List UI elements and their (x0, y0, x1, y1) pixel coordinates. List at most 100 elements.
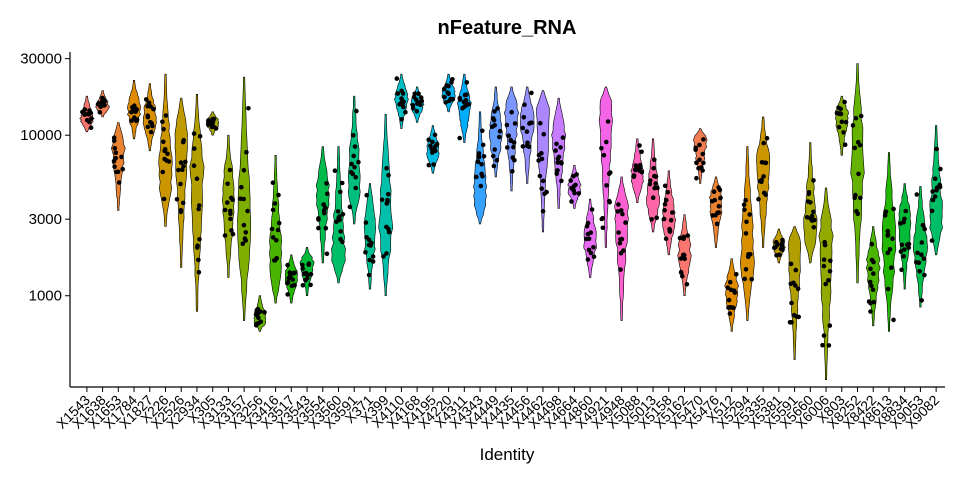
violin-X3133 (221, 134, 235, 278)
point-X4948 (615, 209, 621, 214)
point-X226 (160, 119, 165, 125)
point-X2934 (195, 245, 200, 250)
point-X3157 (242, 236, 248, 241)
point-X5158 (667, 229, 673, 234)
violin-X4343 (473, 111, 487, 225)
point-X6006 (823, 281, 828, 287)
point-X5591 (788, 261, 794, 267)
point-X512 (734, 272, 739, 277)
point-X3157 (241, 196, 246, 202)
point-X5470 (696, 165, 701, 171)
point-X4168 (419, 98, 425, 104)
point-X8613 (885, 228, 891, 234)
point-X4948 (618, 237, 623, 242)
point-X8252 (858, 195, 863, 201)
point-X371 (364, 235, 369, 240)
point-X3554 (321, 202, 326, 207)
point-X4110 (403, 109, 408, 115)
point-X4948 (623, 220, 628, 225)
point-X4860 (585, 220, 591, 226)
point-X5476 (711, 189, 717, 194)
point-X8834 (899, 267, 904, 273)
point-X4195 (426, 162, 432, 168)
point-X803 (841, 130, 846, 135)
point-X2526 (178, 181, 183, 187)
point-X5294 (747, 212, 752, 217)
point-X4664 (568, 178, 573, 183)
point-X5476 (714, 221, 720, 227)
violin-X5591 (788, 226, 802, 360)
point-X8613 (891, 317, 896, 323)
point-X3416 (270, 235, 276, 240)
point-X4311 (457, 95, 463, 101)
point-X3560 (337, 217, 342, 223)
point-X4435 (509, 109, 514, 115)
point-X512 (725, 285, 731, 291)
point-X6006 (821, 333, 827, 338)
point-X1653 (114, 169, 119, 175)
point-X5013 (653, 181, 658, 186)
point-X5335 (764, 135, 770, 141)
point-X9082 (929, 208, 935, 214)
point-X8252 (855, 211, 861, 217)
point-X5660 (808, 200, 813, 205)
point-X3591 (353, 185, 359, 191)
point-X4449 (492, 147, 498, 152)
point-X803 (842, 99, 847, 105)
point-X6006 (822, 240, 827, 245)
point-X803 (842, 142, 848, 147)
point-X3560 (339, 180, 345, 186)
point-X1653 (113, 150, 119, 155)
point-X5294 (742, 276, 747, 282)
point-X4435 (512, 121, 518, 126)
point-X4449 (492, 109, 497, 114)
point-X226 (162, 148, 167, 154)
point-X4456 (527, 120, 533, 126)
point-X5470 (701, 137, 706, 142)
point-X8422 (868, 266, 873, 272)
point-X3591 (351, 153, 357, 159)
point-X4311 (457, 135, 463, 141)
point-X5381 (772, 245, 777, 251)
point-X3591 (356, 159, 361, 165)
point-X371 (363, 250, 368, 255)
point-X8834 (902, 216, 907, 222)
point-X5162 (680, 273, 685, 279)
point-X4168 (414, 108, 420, 114)
point-X4664 (576, 191, 582, 196)
point-X226 (161, 139, 166, 145)
point-X4498 (559, 178, 564, 184)
point-X3543 (308, 282, 313, 288)
point-X3416 (276, 220, 282, 226)
point-X4456 (520, 125, 526, 131)
point-X2934 (197, 203, 202, 208)
point-X3416 (270, 180, 276, 185)
point-X5381 (779, 241, 785, 246)
point-X2526 (176, 167, 181, 173)
point-X399 (385, 197, 390, 203)
point-X4343 (474, 174, 479, 180)
point-X4311 (464, 80, 470, 85)
point-X4449 (497, 128, 503, 134)
point-X5162 (678, 256, 684, 261)
point-X512 (726, 305, 731, 310)
point-X5660 (811, 225, 817, 230)
point-X5470 (701, 160, 706, 166)
point-X4948 (619, 208, 624, 213)
point-X1653 (112, 164, 117, 169)
point-X4921 (601, 152, 607, 158)
point-X2526 (181, 137, 186, 143)
point-X8613 (883, 209, 889, 215)
point-X4449 (497, 134, 502, 140)
point-X5294 (749, 277, 754, 282)
point-X5335 (756, 196, 761, 202)
point-X5158 (665, 190, 671, 195)
point-X5470 (697, 142, 702, 148)
point-X4498 (560, 135, 566, 140)
violin-X4462 (536, 90, 550, 233)
point-X2526 (178, 209, 184, 215)
point-X4110 (395, 91, 401, 96)
point-X8422 (871, 299, 877, 305)
point-X3591 (352, 144, 358, 149)
